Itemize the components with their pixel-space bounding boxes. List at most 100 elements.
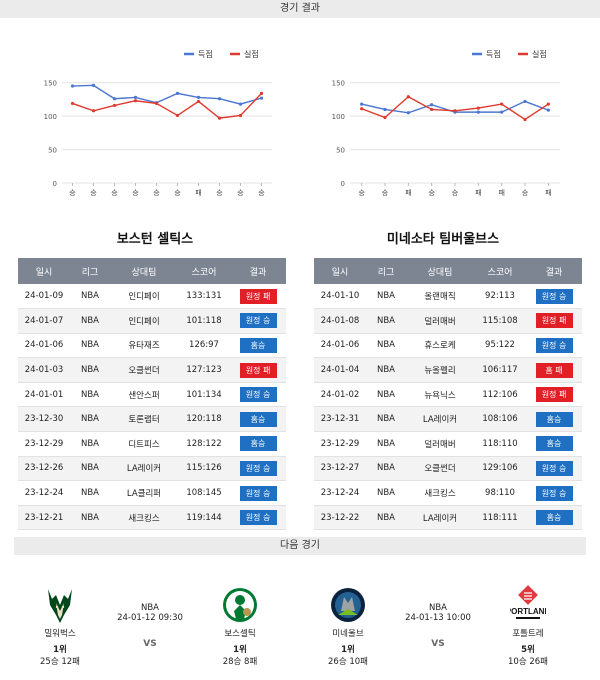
game-score: 92:113 <box>474 284 526 310</box>
game-opponent: 샌안스퍼 <box>110 382 178 408</box>
x-tick-label: 패 <box>405 188 411 197</box>
data-point <box>546 108 550 112</box>
data-point <box>112 97 117 101</box>
table-row[interactable]: 24-01-09 NBA 인디페이 133:131 원정 패 <box>18 284 286 310</box>
data-point <box>217 116 222 120</box>
result-badge: 홈승 <box>239 411 277 427</box>
team-record: 25승 12패 <box>40 657 80 667</box>
match-league: NBA <box>140 603 159 613</box>
result-badge: 원정 승 <box>535 288 573 304</box>
game-opponent: 인디페이 <box>110 308 178 334</box>
game-score: 129:106 <box>474 456 526 482</box>
data-point <box>430 103 434 107</box>
game-score: 95:122 <box>474 333 526 359</box>
y-tick-label: 50 <box>336 147 345 155</box>
table-row[interactable]: 23-12-29 NBA 덜러매버 118:110 홈승 <box>314 431 582 457</box>
right-team-games-table: 일시 리그 상대팀 스코어 결과 24-01-10 NBA 올랜매직 92:113 원정… <box>314 258 582 531</box>
col-result: 결과 <box>230 258 286 284</box>
col-opponent: 상대팀 <box>110 258 178 284</box>
table-row[interactable]: 24-01-01 NBA 샌안스퍼 101:134 원정 승 <box>18 382 286 408</box>
table-row[interactable]: 23-12-27 NBA 오클썬더 129:106 원정 승 <box>314 456 582 482</box>
col-league: 리그 <box>366 258 406 284</box>
game-result: 원정 패 <box>526 308 582 334</box>
game-league: NBA <box>366 308 406 334</box>
game-opponent: 토론랩터 <box>110 406 178 433</box>
game-date: 24-01-09 <box>18 284 70 310</box>
data-point <box>500 102 504 106</box>
result-badge: 홈승 <box>535 411 573 427</box>
table-row[interactable]: 24-01-06 NBA 휴스로케 95:122 원정 승 <box>314 333 582 359</box>
x-tick-label: 패 <box>195 188 201 197</box>
game-date: 23-12-22 <box>314 505 366 531</box>
game-league: NBA <box>70 284 110 310</box>
y-tick-label: 0 <box>53 180 57 188</box>
game-league: NBA <box>366 431 406 457</box>
game-score: 115:126 <box>178 456 230 482</box>
table-row[interactable]: 24-01-07 NBA 인디페이 101:118 원정 승 <box>18 308 286 334</box>
team-record: 10승 26패 <box>508 657 548 667</box>
y-tick-label: 50 <box>48 147 57 155</box>
x-tick-label: 승 <box>153 189 160 197</box>
table-row[interactable]: 24-01-10 NBA 올랜매직 92:113 원정 승 <box>314 284 582 310</box>
game-date: 24-01-06 <box>314 333 366 359</box>
game-result: 홈 패 <box>526 357 582 383</box>
game-result: 원정 승 <box>230 308 286 334</box>
x-tick-label: 승 <box>111 189 118 197</box>
game-result: 홈승 <box>526 505 582 531</box>
table-row[interactable]: 23-12-29 NBA 디트피스 128:122 홈승 <box>18 431 286 457</box>
game-date: 24-01-06 <box>18 333 70 359</box>
game-score: 98:110 <box>474 480 526 506</box>
game-opponent: 휴스로케 <box>406 333 474 359</box>
game-score: 118:110 <box>474 431 526 457</box>
data-point <box>217 97 222 101</box>
table-row[interactable]: 23-12-26 NBA LA레이커 115:126 원정 승 <box>18 456 286 482</box>
match-time: 24-01-13 10:00 <box>405 613 471 623</box>
x-tick-label: 승 <box>69 189 76 197</box>
table-row[interactable]: 23-12-21 NBA 새크킹스 119:144 원정 승 <box>18 505 286 531</box>
game-league: NBA <box>366 406 406 433</box>
away-team[interactable]: 보스셀틱 1위 28승 8패 <box>200 585 280 667</box>
legend-label: 실점 <box>532 49 547 59</box>
home-team[interactable]: 미네울브 1위 26승 10패 <box>308 585 388 667</box>
result-badge: 홈승 <box>535 436 573 452</box>
game-result: 원정 승 <box>230 480 286 506</box>
x-tick-label: 승 <box>522 189 529 197</box>
table-row[interactable]: 23-12-24 NBA 새크킹스 98:110 원정 승 <box>314 480 582 506</box>
game-league: NBA <box>70 382 110 408</box>
game-opponent: 덜러매버 <box>406 431 474 457</box>
table-row[interactable]: 24-01-08 NBA 덜러매버 115:108 원정 패 <box>314 308 582 334</box>
right-team-title: 미네소타 팀버울브스 <box>386 232 500 247</box>
x-tick-label: 패 <box>475 188 481 197</box>
result-badge: 원정 패 <box>535 387 573 403</box>
game-result: 원정 승 <box>526 333 582 359</box>
data-point <box>133 95 138 99</box>
table-row[interactable]: 24-01-03 NBA 오클썬더 127:123 원정 패 <box>18 357 286 383</box>
next-match-card[interactable]: 밀워벅스 1위 25승 12패 NBA 24-01-12 09:30 VS 보스… <box>20 565 290 675</box>
y-tick-label: 150 <box>44 80 57 88</box>
table-row[interactable]: 23-12-22 NBA LA레이커 118:111 홈승 <box>314 505 582 531</box>
table-row[interactable]: 24-01-06 NBA 유타재즈 126:97 홈승 <box>18 333 286 359</box>
game-opponent: LA레이커 <box>110 456 178 482</box>
result-badge: 원정 승 <box>239 485 277 501</box>
series-line-scored <box>72 84 262 105</box>
game-opponent: 뉴욕닉스 <box>406 382 474 408</box>
table-row[interactable]: 24-01-04 NBA 뉴올펠리 106:117 홈 패 <box>314 357 582 383</box>
away-team[interactable]: PORTLAND 포틀트레 5위 10승 26패 <box>488 585 568 667</box>
game-league: NBA <box>70 333 110 359</box>
game-score: 101:134 <box>178 382 230 408</box>
team-record: 26승 10패 <box>328 657 368 667</box>
home-team[interactable]: 밀워벅스 1위 25승 12패 <box>20 585 100 667</box>
table-row[interactable]: 23-12-31 NBA LA레이커 108:106 홈승 <box>314 406 582 433</box>
table-row[interactable]: 24-01-02 NBA 뉴욕닉스 112:106 원정 패 <box>314 382 582 408</box>
game-date: 24-01-02 <box>314 382 366 408</box>
data-point <box>70 84 75 88</box>
col-result: 결과 <box>526 258 582 284</box>
table-row[interactable]: 23-12-30 NBA 토론랩터 120:118 홈승 <box>18 406 286 433</box>
game-score: 108:106 <box>474 406 526 433</box>
left-team-games-table: 일시 리그 상대팀 스코어 결과 24-01-09 NBA 인디페이 133:131 원… <box>18 258 286 531</box>
next-match-card[interactable]: 미네울브 1위 26승 10패 NBA 24-01-13 10:00 VS PO… <box>308 565 578 675</box>
game-result: 원정 승 <box>230 382 286 408</box>
game-opponent: 인디페이 <box>110 284 178 310</box>
table-row[interactable]: 23-12-24 NBA LA클리퍼 108:145 원정 승 <box>18 480 286 506</box>
game-league: NBA <box>70 308 110 334</box>
